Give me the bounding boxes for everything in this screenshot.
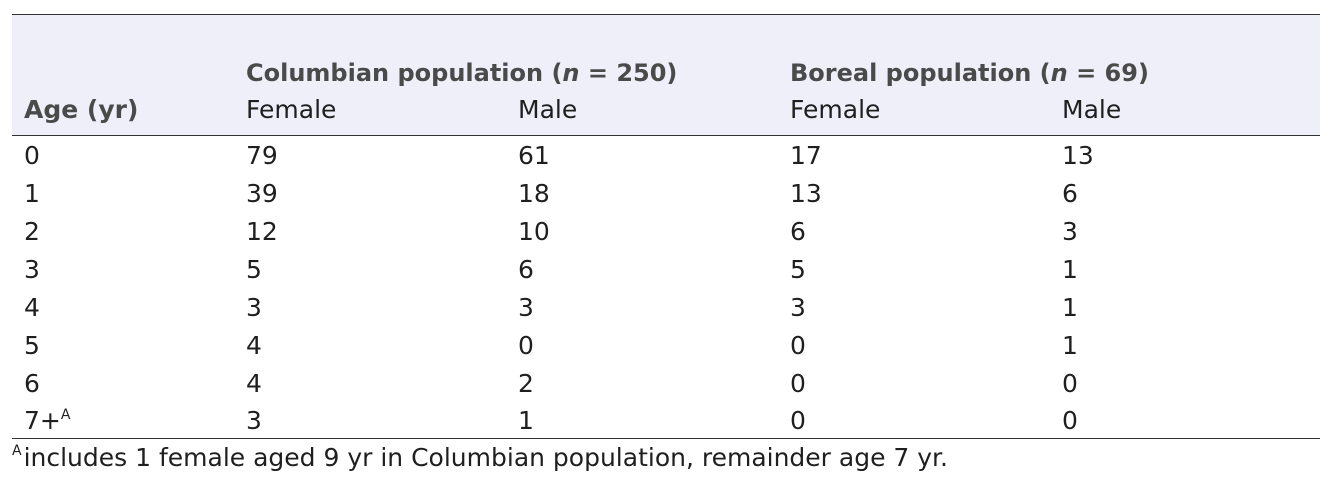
- count-cell-col-male: 2: [518, 368, 534, 398]
- age-value: 7+: [24, 405, 61, 435]
- age-value: 0: [24, 140, 40, 170]
- table-row: 3 5 6 5 1: [12, 250, 1320, 288]
- count-cell-bor-female: 0: [778, 402, 1050, 439]
- count-cell-bor-female: 6: [790, 216, 806, 246]
- count-cell-col-male: 61: [518, 140, 550, 170]
- footnote-marker: A: [12, 443, 22, 459]
- count-cell-bor-male: 1: [1062, 330, 1078, 360]
- table-row: 5 4 0 0 1: [12, 326, 1320, 364]
- table-body: 0 79 61 17 13 1 39 18 13 6 2 12 10 6 3 3 5 6 5 1 4 3 3 3 1 5 4 0 0 1 6…: [12, 136, 1320, 439]
- count-cell-bor-male: 1: [1062, 254, 1078, 284]
- count-cell-col-female: 5: [246, 254, 262, 284]
- count-cell-bor-female: 0: [790, 368, 806, 398]
- count-cell-col-female: 12: [246, 216, 278, 246]
- count-cell-col-male: 6: [518, 254, 534, 284]
- age-cell: 3: [12, 250, 234, 288]
- count-cell-bor-male: 6: [1062, 178, 1078, 208]
- table-row: 7+A 3 1 0 0: [12, 402, 1320, 439]
- table-footnote: Aincludes 1 female aged 9 yr in Columbia…: [12, 443, 1320, 472]
- count-cell-bor-female: 17: [790, 140, 822, 170]
- table-row: 6 4 2 0 0: [12, 364, 1320, 402]
- count-cell-bor-male: 0: [1062, 368, 1078, 398]
- footnote-text: includes 1 female aged 9 yr in Columbian…: [23, 443, 948, 472]
- count-cell-col-female: 3: [234, 402, 506, 439]
- age-cell: 2: [12, 212, 234, 250]
- table-row: 1 39 18 13 6: [12, 174, 1320, 212]
- table-row: 0 79 61 17 13: [12, 136, 1320, 175]
- count-cell-bor-female: 0: [790, 330, 806, 360]
- table-container: Columbian population (n = 250) Boreal po…: [12, 14, 1320, 472]
- age-value: 6: [24, 368, 40, 398]
- count-cell-bor-male: 1: [1062, 292, 1078, 322]
- age-value: 5: [24, 330, 40, 360]
- age-value: 1: [24, 178, 40, 208]
- count-cell-col-male: 10: [518, 216, 550, 246]
- group-header-row: Columbian population (n = 250) Boreal po…: [12, 14, 1320, 95]
- count-cell-bor-female: 3: [790, 292, 806, 322]
- count-cell-bor-male: 0: [1050, 402, 1320, 439]
- count-cell-bor-male: 13: [1062, 140, 1094, 170]
- age-cell: 0: [12, 136, 234, 175]
- age-value: 2: [24, 216, 40, 246]
- footnote-reference: A: [60, 406, 71, 423]
- table-row: 4 3 3 3 1: [12, 288, 1320, 326]
- age-value: 4: [24, 292, 40, 322]
- count-cell-bor-female: 5: [790, 254, 806, 284]
- boreal-female-header: Female: [778, 95, 1050, 136]
- empty-header-cell: [12, 14, 234, 95]
- count-cell-col-female: 79: [246, 140, 278, 170]
- count-cell-col-male: 1: [506, 402, 778, 439]
- age-value: 3: [24, 254, 40, 284]
- age-column-header: Age (yr): [12, 95, 234, 136]
- age-cell: 1: [12, 174, 234, 212]
- boreal-male-header: Male: [1050, 95, 1320, 136]
- count-cell-col-female: 4: [246, 368, 262, 398]
- age-cell: 4: [12, 288, 234, 326]
- columbian-female-header: Female: [234, 95, 506, 136]
- age-cell: 7+A: [12, 402, 234, 439]
- boreal-group-header: Boreal population (n = 69): [778, 14, 1320, 95]
- age-cell: 6: [12, 364, 234, 402]
- age-distribution-table: Columbian population (n = 250) Boreal po…: [12, 14, 1320, 439]
- count-cell-col-female: 39: [246, 178, 278, 208]
- columbian-male-header: Male: [506, 95, 778, 136]
- count-cell-bor-male: 3: [1062, 216, 1078, 246]
- count-cell-col-female: 4: [246, 330, 262, 360]
- table-header: Columbian population (n = 250) Boreal po…: [12, 14, 1320, 136]
- age-cell: 5: [12, 326, 234, 364]
- count-cell-bor-female: 13: [790, 178, 822, 208]
- count-cell-col-male: 18: [518, 178, 550, 208]
- columbian-group-header: Columbian population (n = 250): [234, 14, 778, 95]
- table-row: 2 12 10 6 3: [12, 212, 1320, 250]
- count-cell-col-female: 3: [246, 292, 262, 322]
- count-cell-col-male: 0: [518, 330, 534, 360]
- count-cell-col-male: 3: [518, 292, 534, 322]
- column-header-row: Age (yr) Female Male Female Male: [12, 95, 1320, 136]
